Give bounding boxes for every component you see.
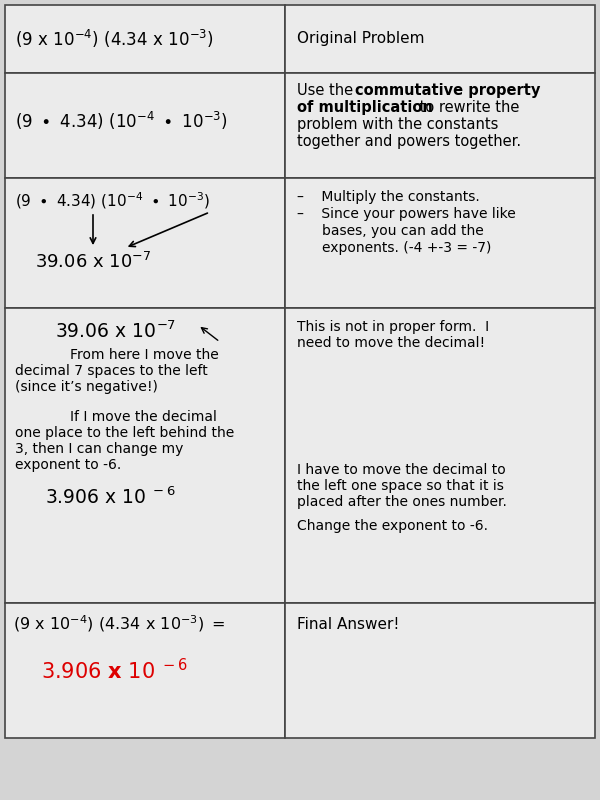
Bar [5, 5, 285, 73]
Text: $(9\ \bullet\ 4.34)\ (10^{-4}\ \bullet\ 10^{-3})$: $(9\ \bullet\ 4.34)\ (10^{-4}\ \bullet\ … [15, 190, 211, 210]
Text: $39.06\ \mathregular{x}\ 10^{-7}$: $39.06\ \mathregular{x}\ 10^{-7}$ [55, 320, 176, 342]
Text: This is not in proper form.  I: This is not in proper form. I [297, 320, 489, 334]
Text: together and powers together.: together and powers together. [297, 134, 521, 149]
Text: From here I move the: From here I move the [70, 348, 219, 362]
Bar [285, 5, 595, 73]
Text: Final Answer!: Final Answer! [297, 617, 400, 632]
Text: to rewrite the: to rewrite the [415, 100, 520, 115]
Text: the left one space so that it is: the left one space so that it is [297, 479, 504, 493]
Text: I have to move the decimal to: I have to move the decimal to [297, 463, 506, 477]
Text: 3, then I can change my: 3, then I can change my [15, 442, 184, 456]
Bar [285, 603, 595, 738]
Text: Original Problem: Original Problem [297, 31, 425, 46]
Bar [5, 73, 285, 178]
Text: exponent to -6.: exponent to -6. [15, 458, 121, 472]
Text: $(9\ \bullet\ 4.34)\ (10^{-4}\ \bullet\ 10^{-3})$: $(9\ \bullet\ 4.34)\ (10^{-4}\ \bullet\ … [15, 110, 228, 131]
Text: of multiplication: of multiplication [297, 100, 433, 115]
Text: bases, you can add the: bases, you can add the [322, 224, 484, 238]
Text: $39.06\ \mathregular{x}\ 10^{-7}$: $39.06\ \mathregular{x}\ 10^{-7}$ [35, 252, 151, 272]
Text: placed after the ones number.: placed after the ones number. [297, 495, 507, 509]
Text: need to move the decimal!: need to move the decimal! [297, 336, 485, 350]
Bar [285, 178, 595, 308]
Text: (since it’s negative!): (since it’s negative!) [15, 380, 158, 394]
Text: Use the: Use the [297, 83, 358, 98]
Text: $3.906\ \mathregular{x}\ 10^{\ -6}$: $3.906\ \mathregular{x}\ 10^{\ -6}$ [41, 658, 188, 683]
Text: $3.906\ \mathregular{x}\ 10^{\ -6}$: $3.906\ \mathregular{x}\ 10^{\ -6}$ [45, 486, 176, 507]
Text: If I move the decimal: If I move the decimal [70, 410, 217, 424]
Text: commutative property: commutative property [355, 83, 541, 98]
Text: one place to the left behind the: one place to the left behind the [15, 426, 234, 440]
Text: problem with the constants: problem with the constants [297, 117, 499, 132]
Bar [285, 73, 595, 178]
Bar [5, 178, 285, 308]
Text: Change the exponent to -6.: Change the exponent to -6. [297, 519, 488, 533]
Bar [285, 308, 595, 603]
Text: –    Multiply the constants.: – Multiply the constants. [297, 190, 480, 204]
Text: –    Since your powers have like: – Since your powers have like [297, 207, 516, 221]
Bar [5, 603, 285, 738]
Bar [5, 308, 285, 603]
Text: $(9\ \mathregular{x}\ 10^{-4})\ (4.34\ \mathregular{x}\ 10^{-3})\ =$: $(9\ \mathregular{x}\ 10^{-4})\ (4.34\ \… [13, 613, 226, 634]
Text: $(9\ \mathregular{x}\ 10^{-4})\ (4.34\ \mathregular{x}\ 10^{-3})$: $(9\ \mathregular{x}\ 10^{-4})\ (4.34\ \… [15, 28, 214, 50]
Text: decimal 7 spaces to the left: decimal 7 spaces to the left [15, 364, 208, 378]
Text: exponents. (-4 +-3 = -7): exponents. (-4 +-3 = -7) [322, 241, 491, 255]
